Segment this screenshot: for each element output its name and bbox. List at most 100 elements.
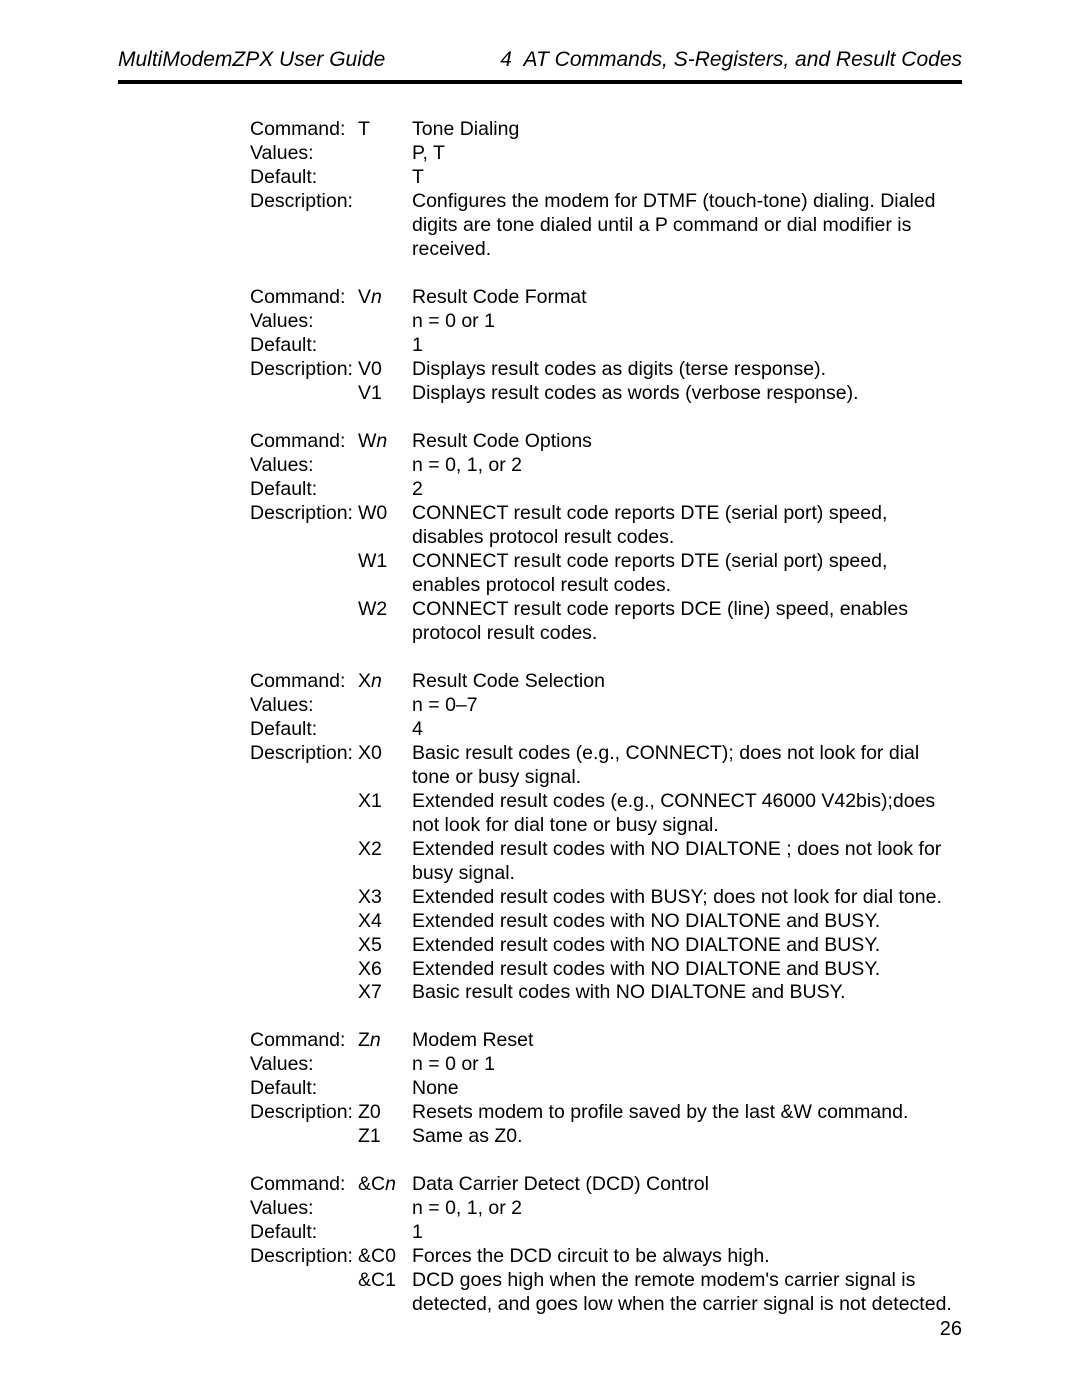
label-default: Default:: [250, 166, 358, 190]
label-values: Values:: [250, 310, 358, 334]
header-left: MultiModemZPX User Guide: [118, 48, 385, 72]
values-row: Values: n = 0 or 1: [250, 310, 960, 334]
default-text: 1: [412, 1221, 960, 1245]
description-text: Same as Z0.: [412, 1125, 960, 1149]
description-code: W2: [358, 598, 412, 622]
description-text: Extended result codes with NO DIALTONE ;…: [412, 838, 960, 886]
command-block: Command:XnResult Code Selection Values: n …: [250, 670, 960, 1006]
description-text: Extended result codes with NO DIALTONE a…: [412, 934, 960, 958]
values-text: n = 0–7: [412, 694, 960, 718]
label-command: Command:: [250, 430, 358, 454]
description-code: W1: [358, 550, 412, 574]
description-row: W2CONNECT result code reports DCE (line)…: [250, 598, 960, 646]
label-default: Default:: [250, 1221, 358, 1245]
header-rule: [118, 80, 962, 84]
description-row: X6Extended result codes with NO DIALTONE…: [250, 958, 960, 982]
label-values: Values:: [250, 694, 358, 718]
command-block: Command:&CnData Carrier Detect (DCD) Con…: [250, 1173, 960, 1317]
label-command: Command:: [250, 1173, 358, 1197]
command-title: Result Code Selection: [412, 670, 960, 694]
description-text: Extended result codes (e.g., CONNECT 460…: [412, 790, 960, 838]
default-text: 4: [412, 718, 960, 742]
values-row: Values: n = 0–7: [250, 694, 960, 718]
label-values: Values:: [250, 1053, 358, 1077]
running-header: MultiModemZPX User Guide 4 AT Commands, …: [118, 48, 962, 72]
values-row: Values:n = 0, 1, or 2: [250, 454, 960, 478]
description-text: Basic result codes with NO DIALTONE and …: [412, 981, 960, 1005]
description-code: X7: [358, 981, 412, 1005]
default-row: Default:2: [250, 478, 960, 502]
description-text: CONNECT result code reports DTE (serial …: [412, 502, 960, 550]
command-code: T: [358, 118, 412, 142]
content-area: Command:TTone Dialing Values: P, T Default:…: [250, 118, 960, 1341]
description-text: DCD goes high when the remote modem's ca…: [412, 1269, 960, 1317]
header-right: 4 AT Commands, S-Registers, and Result C…: [500, 48, 962, 72]
description-code: X6: [358, 958, 412, 982]
command-row: Command:VnResult Code Format: [250, 286, 960, 310]
description-text: Displays result codes as words (verbose …: [412, 382, 960, 406]
description-code: X4: [358, 910, 412, 934]
description-text: CONNECT result code reports DCE (line) s…: [412, 598, 960, 646]
description-row: V1Displays result codes as words (verbos…: [250, 382, 960, 406]
label-default: Default:: [250, 718, 358, 742]
description-text: Extended result codes with NO DIALTONE a…: [412, 958, 960, 982]
chapter-title: AT Commands, S-Registers, and Result Cod…: [524, 48, 962, 71]
description-code: &C0: [358, 1245, 412, 1269]
command-row: Command:TTone Dialing: [250, 118, 960, 142]
command-param: n: [371, 286, 382, 308]
description-code: X1: [358, 790, 412, 814]
description-row: X7Basic result codes with NO DIALTONE an…: [250, 981, 960, 1005]
description-row: Description:V0Displays result codes as d…: [250, 358, 960, 382]
values-text: P, T: [412, 142, 960, 166]
label-description: Description:: [250, 190, 358, 214]
label-command: Command:: [250, 118, 358, 142]
command-row: Command:WnResult Code Options: [250, 430, 960, 454]
description-code: V0: [358, 358, 412, 382]
description-text: Forces the DCD circuit to be always high…: [412, 1245, 960, 1269]
description-text: CONNECT result code reports DTE (serial …: [412, 550, 960, 598]
command-block: Command:ZnModem ResetValues:n = 0 or 1De…: [250, 1029, 960, 1149]
description-code: X5: [358, 934, 412, 958]
description-row: X1Extended result codes (e.g., CONNECT 4…: [250, 790, 960, 838]
command-row: Command:&CnData Carrier Detect (DCD) Con…: [250, 1173, 960, 1197]
default-text: 1: [412, 334, 960, 358]
chapter-number: 4: [500, 48, 512, 71]
description-text: Basic result codes (e.g., CONNECT); does…: [412, 742, 960, 790]
label-description: Description:: [250, 1101, 358, 1125]
command-title: Modem Reset: [412, 1029, 960, 1053]
command-block: Command:TTone DialingValues:P, TDefault:…: [250, 118, 960, 262]
default-row: Default:None: [250, 1077, 960, 1101]
description-text: Extended result codes with NO DIALTONE a…: [412, 910, 960, 934]
values-text: n = 0 or 1: [412, 310, 960, 334]
values-text: n = 0, 1, or 2: [412, 1197, 960, 1221]
label-description: Description:: [250, 502, 358, 526]
description-text: Displays result codes as digits (terse r…: [412, 358, 960, 382]
values-text: n = 0, 1, or 2: [412, 454, 960, 478]
description-row: Description:Z0Resets modem to profile sa…: [250, 1101, 960, 1125]
label-command: Command:: [250, 670, 358, 694]
description-code: &C1: [358, 1269, 412, 1293]
description-code: Z0: [358, 1101, 412, 1125]
label-default: Default:: [250, 478, 358, 502]
description-row: Description:&C0Forces the DCD circuit to…: [250, 1245, 960, 1269]
label-description: Description:: [250, 742, 358, 766]
label-command: Command:: [250, 1029, 358, 1053]
command-title: Result Code Options: [412, 430, 960, 454]
description-row: &C1DCD goes high when the remote modem's…: [250, 1269, 960, 1317]
command-code: Zn: [358, 1029, 412, 1053]
label-values: Values:: [250, 1197, 358, 1221]
description-text: Resets modem to profile saved by the las…: [412, 1101, 960, 1125]
description-row: W1CONNECT result code reports DTE (seria…: [250, 550, 960, 598]
description-text: Extended result codes with BUSY; does no…: [412, 886, 960, 910]
command-title: Result Code Format: [412, 286, 960, 310]
command-code: Xn: [358, 670, 412, 694]
values-row: Values: n = 0, 1, or 2: [250, 1197, 960, 1221]
page: MultiModemZPX User Guide 4 AT Commands, …: [0, 0, 1080, 1397]
description-row: Description:Configures the modem for DTM…: [250, 190, 960, 262]
label-command: Command:: [250, 286, 358, 310]
command-param: n: [370, 1029, 381, 1051]
values-text: n = 0 or 1: [412, 1053, 960, 1077]
label-default: Default:: [250, 1077, 358, 1101]
description-code: V1: [358, 382, 412, 406]
description-row: X2Extended result codes with NO DIALTONE…: [250, 838, 960, 886]
